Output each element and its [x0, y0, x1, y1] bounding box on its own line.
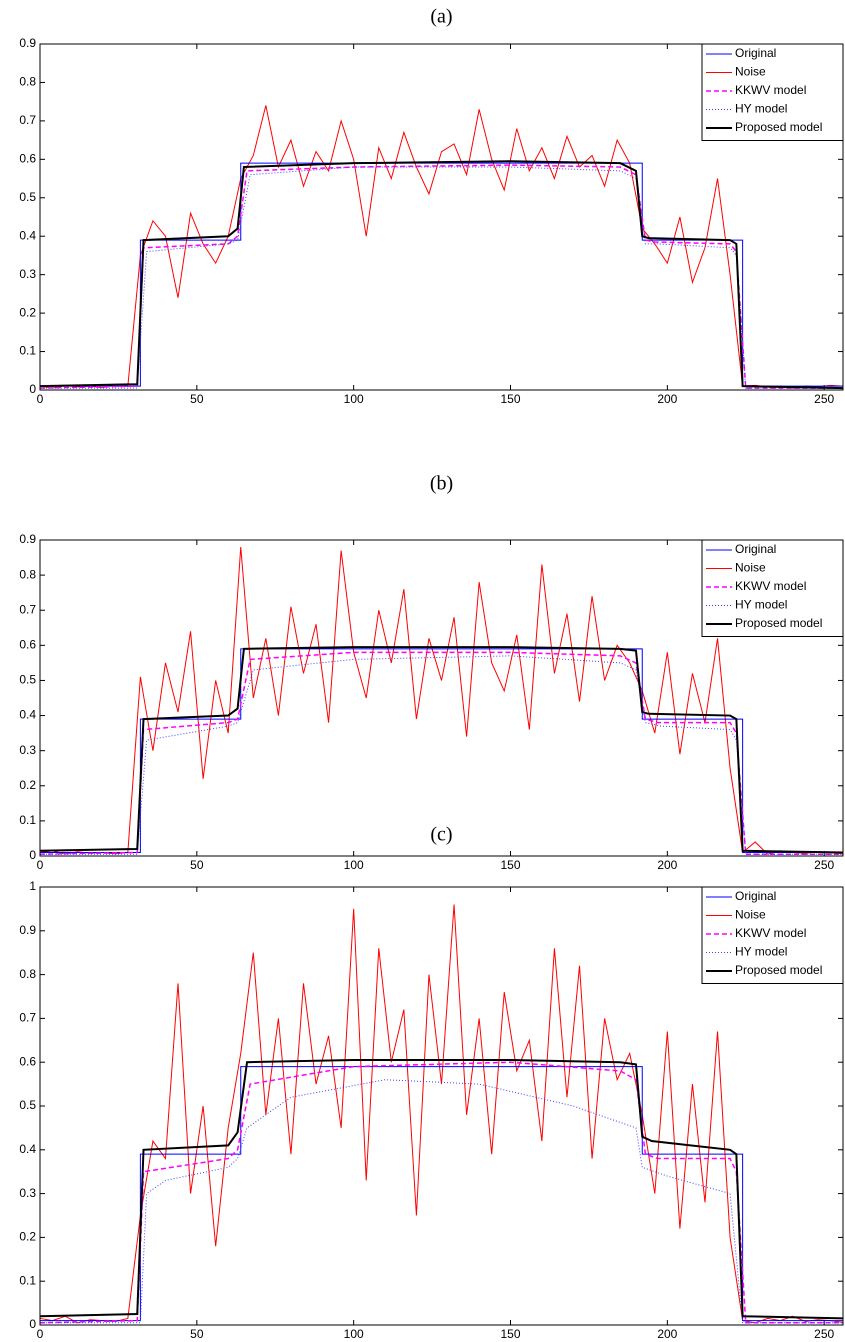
x-tick-label: 100	[344, 392, 364, 406]
x-tick-label: 200	[657, 392, 677, 406]
chart-title: (c)	[430, 824, 452, 846]
y-tick-label: 0.7	[19, 113, 36, 127]
x-tick-label: 200	[657, 1327, 677, 1341]
axes-frame	[39, 539, 844, 857]
y-tick-label: 0.1	[19, 1273, 36, 1287]
legend-label: Noise	[735, 908, 766, 922]
series-line	[39, 904, 844, 1324]
y-tick-label: 0.2	[19, 305, 36, 319]
series-line	[39, 1061, 843, 1324]
y-tick-label: 0.5	[19, 673, 36, 687]
y-tick-label: 0.2	[19, 778, 36, 792]
series-line	[39, 646, 844, 854]
x-tick-label: 0	[37, 392, 44, 406]
y-tick-label: 0.2	[19, 1230, 36, 1244]
y-tick-label: 0.7	[19, 602, 36, 616]
y-tick-label: 0.7	[19, 1011, 36, 1025]
legend-label: Proposed model	[735, 120, 822, 134]
y-tick-label: 1	[29, 879, 36, 893]
x-tick-label: 250	[814, 858, 834, 872]
y-tick-label: 0	[29, 1317, 36, 1331]
series-line	[40, 1079, 843, 1324]
x-tick-label: 100	[344, 858, 364, 872]
y-tick-label: 0.8	[19, 967, 36, 981]
series-line	[40, 655, 843, 855]
legend-label: Proposed model	[735, 616, 822, 630]
x-tick-label: 150	[500, 1327, 520, 1341]
legend-label: Original	[735, 46, 776, 60]
series-line	[39, 1059, 844, 1320]
y-tick-label: 0.6	[19, 1054, 36, 1068]
x-tick-label: 250	[814, 1327, 834, 1341]
legend-label: Original	[735, 889, 776, 903]
axes-frame	[39, 886, 844, 1326]
x-tick-label: 0	[37, 858, 44, 872]
x-tick-label: 150	[500, 858, 520, 872]
x-tick-label: 50	[190, 392, 204, 406]
legend-label: HY model	[735, 945, 787, 959]
legend-label: Noise	[735, 65, 766, 79]
x-tick-label: 250	[814, 392, 834, 406]
axes-frame	[39, 43, 844, 391]
series-line	[39, 105, 844, 389]
y-tick-label: 0.8	[19, 75, 36, 89]
legend-label: KKWV model	[735, 926, 806, 940]
y-tick-label: 0.3	[19, 743, 36, 757]
series-line	[39, 160, 844, 390]
y-tick-label: 0.6	[19, 638, 36, 652]
legend-label: KKWV model	[735, 579, 806, 593]
y-tick-label: 0.4	[19, 1142, 36, 1156]
legend-label: KKWV model	[735, 83, 806, 97]
legend-label: Noise	[735, 561, 766, 575]
series-line	[40, 166, 843, 389]
y-tick-label: 0.8	[19, 567, 36, 581]
y-tick-label: 0.3	[19, 267, 36, 281]
legend-box	[701, 886, 844, 984]
series-line	[39, 164, 843, 389]
y-tick-label: 0.9	[19, 532, 36, 546]
y-tick-label: 0.6	[19, 152, 36, 166]
legend-label: HY model	[735, 598, 787, 612]
chart-title: (b)	[430, 473, 453, 495]
y-tick-label: 0.5	[19, 1098, 36, 1112]
x-tick-label: 150	[500, 392, 520, 406]
x-tick-label: 50	[190, 858, 204, 872]
x-tick-label: 100	[344, 1327, 364, 1341]
y-tick-label: 0.4	[19, 228, 36, 242]
series-line	[39, 546, 844, 855]
x-tick-label: 200	[657, 858, 677, 872]
y-tick-label: 0.9	[19, 36, 36, 50]
legend-box	[701, 43, 844, 141]
y-tick-label: 0.9	[19, 923, 36, 937]
chart-title: (a)	[430, 6, 452, 28]
y-tick-label: 0.4	[19, 708, 36, 722]
legend-box	[701, 539, 844, 637]
x-tick-label: 0	[37, 1327, 44, 1341]
legend-label: HY model	[735, 102, 787, 116]
y-tick-label: 0.1	[19, 344, 36, 358]
y-tick-label: 0.5	[19, 190, 36, 204]
y-tick-label: 0	[29, 382, 36, 396]
x-tick-label: 50	[190, 1327, 204, 1341]
legend-label: Proposed model	[735, 963, 822, 977]
legend-label: Original	[735, 542, 776, 556]
y-tick-label: 0	[29, 848, 36, 862]
series-line	[39, 651, 843, 855]
y-tick-label: 0.3	[19, 1186, 36, 1200]
y-tick-label: 0.1	[19, 813, 36, 827]
